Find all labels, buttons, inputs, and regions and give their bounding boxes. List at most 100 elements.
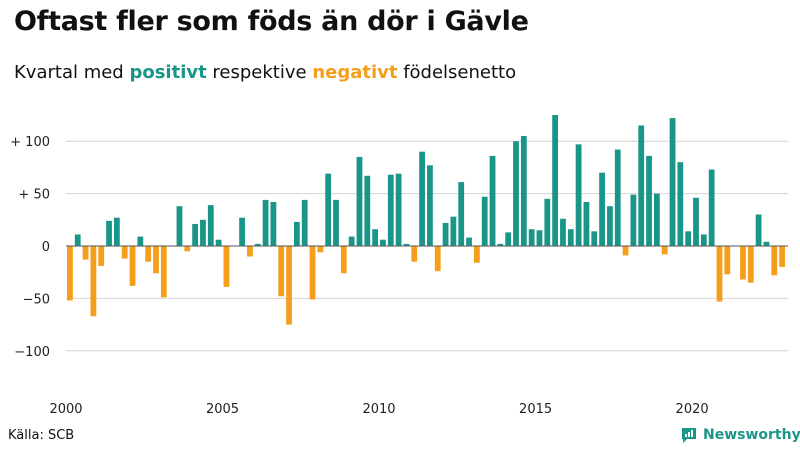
x-axis: 2000 2005 2010 2015 2020 bbox=[49, 402, 708, 417]
bar-q18 bbox=[207, 205, 214, 246]
bar-q38 bbox=[364, 175, 371, 246]
bar-q32 bbox=[317, 246, 324, 253]
bar-q61 bbox=[544, 198, 551, 246]
bar-q41 bbox=[387, 174, 394, 246]
bar-q15 bbox=[184, 246, 191, 252]
bar-q0 bbox=[67, 246, 73, 301]
bar-q82 bbox=[708, 169, 715, 246]
x-tick-label-1: 2005 bbox=[206, 402, 239, 417]
bar-q65 bbox=[575, 144, 582, 246]
x-tick-label-0: 2000 bbox=[49, 402, 82, 417]
bar-q76 bbox=[661, 246, 668, 255]
bar-q36 bbox=[348, 236, 355, 246]
bar-q71 bbox=[622, 246, 629, 256]
bar-q50 bbox=[458, 182, 465, 246]
bar-q59 bbox=[528, 229, 535, 246]
bar-q39 bbox=[372, 229, 379, 246]
bar-q89 bbox=[763, 241, 770, 246]
bar-q88 bbox=[755, 214, 762, 246]
bar-q46 bbox=[427, 165, 433, 246]
subtitle-positive: positivt bbox=[129, 62, 207, 83]
bar-q24 bbox=[254, 243, 261, 246]
bar-q19 bbox=[215, 239, 222, 246]
bar-q3 bbox=[90, 246, 97, 317]
y-axis: + 100 + 50 0 −50 −100 bbox=[10, 135, 50, 360]
subtitle-text-start: Kvartal med bbox=[14, 62, 130, 83]
bar-q9 bbox=[137, 236, 144, 246]
bar-q63 bbox=[560, 218, 566, 246]
bar-q77 bbox=[669, 118, 676, 246]
bar-q52 bbox=[473, 246, 480, 263]
y-tick-label-3: −50 bbox=[23, 292, 50, 307]
bar-q29 bbox=[293, 221, 300, 246]
bar-q37 bbox=[356, 156, 363, 246]
x-tick-label-2: 2010 bbox=[362, 402, 395, 417]
brand-name: Newsworthy bbox=[703, 427, 800, 443]
bar-q74 bbox=[646, 155, 652, 246]
bar-q26 bbox=[270, 201, 277, 246]
bar-q47 bbox=[434, 246, 441, 272]
bar-q12 bbox=[160, 246, 167, 298]
x-tick-label-4: 2020 bbox=[676, 402, 709, 417]
bar-q48 bbox=[442, 222, 449, 246]
bar-q86 bbox=[740, 246, 746, 280]
bar-q78 bbox=[677, 162, 684, 246]
bar-q69 bbox=[607, 206, 613, 246]
bar-q22 bbox=[239, 217, 245, 246]
bar-q17 bbox=[200, 219, 206, 246]
bar-q49 bbox=[450, 216, 457, 246]
bar-q53 bbox=[481, 196, 488, 246]
bar-q35 bbox=[340, 246, 347, 274]
source-note: Källa: SCB bbox=[8, 428, 75, 443]
x-tick-label-3: 2015 bbox=[519, 402, 552, 417]
chart-title: Oftast fler som föds än dör i Gävle bbox=[14, 6, 529, 37]
bar-q79 bbox=[685, 231, 692, 246]
bar-q72 bbox=[630, 194, 637, 246]
bar-q11 bbox=[153, 246, 159, 274]
bar-q62 bbox=[552, 115, 559, 246]
newsworthy-logo: Newsworthy bbox=[680, 426, 800, 444]
bar-q34 bbox=[333, 199, 339, 246]
bar-q28 bbox=[286, 246, 292, 325]
bar-chart: + 100 + 50 0 −50 −100 2000 2005 2010 2015 2020 bbox=[10, 115, 788, 417]
bar-q57 bbox=[513, 141, 519, 246]
bar-q55 bbox=[497, 243, 504, 246]
y-tick-label-1: + 50 bbox=[18, 188, 50, 203]
bar-q16 bbox=[192, 223, 199, 246]
bar-q91 bbox=[779, 246, 785, 267]
bar-q58 bbox=[520, 135, 527, 246]
subtitle-text-middle: respektive bbox=[206, 62, 313, 83]
bar-q5 bbox=[106, 220, 112, 246]
bar-q23 bbox=[247, 246, 253, 257]
bar-q8 bbox=[129, 246, 136, 286]
bar-q54 bbox=[489, 155, 496, 246]
bar-q73 bbox=[638, 125, 645, 246]
bar-q45 bbox=[419, 151, 425, 246]
bar-q67 bbox=[591, 231, 598, 246]
bar-q4 bbox=[98, 246, 105, 266]
bar-q83 bbox=[716, 246, 723, 302]
bar-q1 bbox=[74, 234, 81, 246]
bar-q60 bbox=[536, 230, 543, 246]
y-tick-label-4: −100 bbox=[14, 345, 50, 360]
bar-q56 bbox=[505, 232, 512, 246]
chart-subtitle: Kvartal med positivt respektive negativt… bbox=[14, 62, 516, 83]
newsworthy-chart-icon bbox=[682, 428, 696, 443]
bar-q2 bbox=[82, 246, 89, 260]
bar-q42 bbox=[395, 173, 402, 246]
y-tick-label-0: + 100 bbox=[10, 135, 50, 150]
bar-q6 bbox=[113, 217, 120, 246]
subtitle-negative: negativt bbox=[312, 62, 398, 83]
bar-q87 bbox=[747, 246, 754, 283]
bar-q20 bbox=[223, 246, 230, 287]
bar-q80 bbox=[693, 197, 699, 246]
bar-q30 bbox=[301, 199, 308, 246]
bar-q75 bbox=[653, 193, 660, 246]
bar-q51 bbox=[466, 237, 472, 246]
bar-q31 bbox=[309, 246, 316, 300]
bar-q43 bbox=[403, 243, 410, 246]
bar-q84 bbox=[724, 246, 731, 275]
bar-q81 bbox=[700, 234, 707, 246]
bar-q10 bbox=[145, 246, 152, 262]
bar-q70 bbox=[614, 149, 621, 246]
